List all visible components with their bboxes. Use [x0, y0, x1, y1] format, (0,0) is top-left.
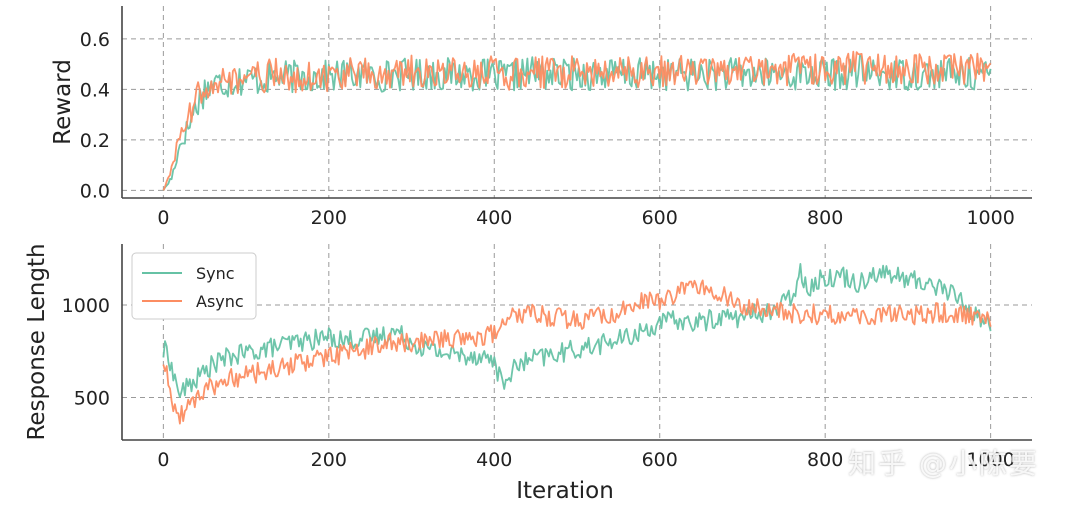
y-tick-label-3: 0.6	[80, 29, 110, 51]
reward-series	[162, 50, 992, 191]
response-length-y-ticks: 500 1000	[62, 295, 110, 409]
reward-y-ticks: 0.0 0.2 0.4 0.6	[80, 29, 110, 203]
legend-box	[131, 252, 257, 320]
x-tick-label-400: 400	[476, 207, 512, 229]
reward-panel: 0 200 400 600 800 1000 0.0 0.2 0.4 0.6 Reward	[50, 6, 1032, 229]
reward-grid	[122, 6, 1032, 198]
x-tick-label-200: 200	[311, 449, 347, 471]
x-tick-label-800: 800	[807, 207, 843, 229]
response-length-grid	[122, 244, 1032, 440]
response-length-panel: 0 200 400 600 800 1000 500 1000 Response Lengt…	[24, 243, 1032, 504]
x-tick-label-400: 400	[476, 449, 512, 471]
legend-label-sync: Sync	[196, 264, 235, 283]
x-tick-label-200: 200	[311, 207, 347, 229]
reward-y-axis-label: Reward	[50, 59, 76, 145]
y-tick-label-0: 500	[74, 387, 110, 409]
x-tick-label-600: 600	[642, 207, 678, 229]
x-tick-label-1000: 1000	[966, 449, 1014, 471]
y-tick-label-1: 1000	[62, 295, 110, 317]
response-length-y-axis-label: Response Length	[24, 243, 50, 440]
x-tick-label-1000: 1000	[966, 207, 1014, 229]
response-length-series	[162, 263, 992, 425]
x-tick-label-800: 800	[807, 449, 843, 471]
response-length-x-ticks: 0 200 400 600 800 1000	[157, 449, 1014, 471]
legend: Sync Async	[131, 252, 257, 320]
series-line-async	[162, 279, 992, 425]
series-line-sync	[162, 263, 992, 398]
series-line-async	[162, 50, 992, 191]
y-tick-label-0: 0.0	[80, 180, 110, 202]
x-axis-label: Iteration	[516, 478, 614, 504]
x-tick-label-0: 0	[157, 207, 169, 229]
y-tick-label-2: 0.4	[80, 79, 110, 101]
watermark: 知乎 @小陈要	[848, 447, 1039, 480]
legend-label-async: Async	[196, 292, 244, 311]
x-tick-label-0: 0	[157, 449, 169, 471]
y-tick-label-1: 0.2	[80, 130, 110, 152]
reward-x-ticks: 0 200 400 600 800 1000	[157, 207, 1014, 229]
x-tick-label-600: 600	[642, 449, 678, 471]
